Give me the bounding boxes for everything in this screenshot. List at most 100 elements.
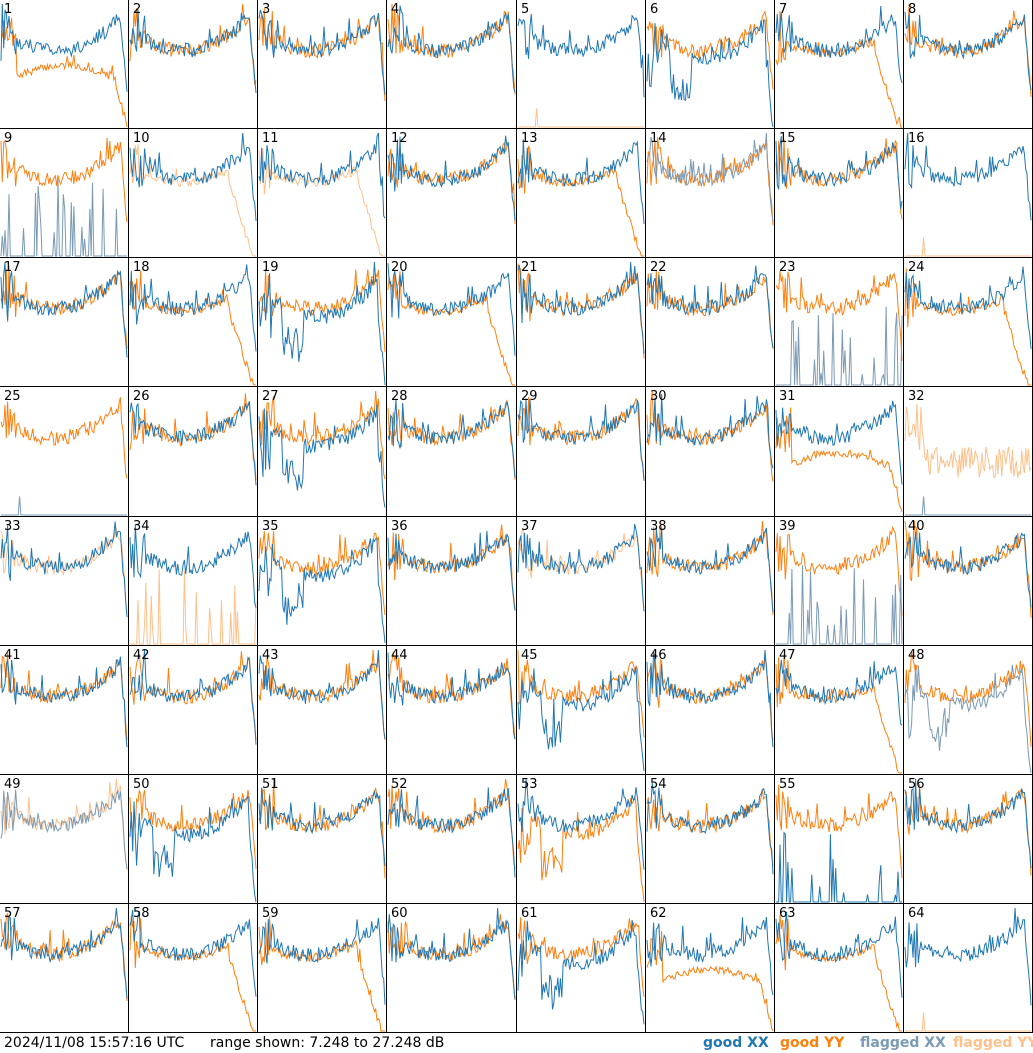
tile-number: 46	[650, 648, 667, 663]
series-line-yy-37	[517, 527, 645, 609]
tile-number: 38	[650, 519, 667, 534]
tile-number: 3	[262, 2, 271, 17]
series-line-xx-49	[0, 789, 128, 869]
antenna-tile: 60	[387, 904, 517, 1033]
antenna-tile: 20	[387, 258, 517, 387]
series-line-xx-10	[129, 132, 257, 221]
series-line-xx-64	[904, 907, 1032, 1006]
series-line-xx-28	[387, 399, 516, 478]
series-line-xx-55	[776, 831, 902, 903]
antenna-tile: 58	[129, 904, 258, 1033]
series-line-xx-44	[387, 652, 516, 740]
tile-plot	[0, 397, 128, 516]
tile-plot	[129, 909, 257, 1032]
tile-number: 53	[521, 777, 538, 792]
tile-number: 18	[133, 260, 150, 275]
series-line-yy-24	[904, 268, 1031, 386]
tile-plot	[904, 520, 1032, 618]
series-line-yy-7	[775, 10, 902, 128]
antenna-tile: 16	[904, 129, 1033, 258]
antenna-tile: 47	[775, 646, 904, 775]
tile-plot	[517, 14, 645, 128]
tile-plot	[387, 778, 516, 878]
tile-number: 37	[521, 519, 538, 534]
series-line-xx-8	[904, 11, 1032, 91]
tile-number: 51	[262, 777, 279, 792]
series-line-yy-18	[129, 270, 256, 386]
tile-plot	[646, 916, 774, 1032]
tile-plot	[646, 390, 774, 482]
tile-number: 25	[4, 389, 21, 404]
tile-number: 42	[133, 648, 150, 663]
tile-number: 24	[908, 260, 925, 275]
antenna-tile: 43	[258, 646, 387, 775]
tile-plot	[258, 531, 386, 643]
series-line-xx-11	[258, 132, 386, 219]
series-line-xx-24	[904, 266, 1032, 349]
tile-number: 21	[521, 260, 538, 275]
tile-number: 50	[133, 777, 150, 792]
series-line-xx-61	[517, 920, 645, 1025]
tile-number: 22	[650, 260, 667, 275]
tile-number: 12	[391, 131, 408, 146]
tile-plot	[0, 778, 128, 871]
antenna-tile: 26	[129, 387, 258, 517]
legend-flagged-xx: flagged XX	[860, 1035, 946, 1051]
series-line-xx-13	[517, 139, 645, 225]
series-line-yy-55	[775, 784, 903, 878]
tile-plot	[129, 264, 257, 386]
series-line-yy-35	[258, 531, 386, 616]
tile-plot	[904, 907, 1032, 1032]
antenna-tile: 59	[258, 904, 387, 1033]
tile-number: 60	[391, 906, 408, 921]
series-line-xx-45	[517, 667, 645, 772]
tile-number: 19	[262, 260, 279, 275]
tile-plot	[904, 404, 1032, 516]
tile-number: 14	[650, 131, 667, 146]
tile-plot	[387, 3, 516, 95]
tile-plot	[775, 911, 903, 1032]
series-line-yy-58	[129, 916, 256, 1032]
tile-number: 8	[908, 2, 917, 17]
series-line-yy-6	[646, 10, 774, 90]
series-line-xx-36	[387, 530, 516, 611]
antenna-tile: 9	[0, 129, 129, 258]
series-line-xx-38	[646, 527, 774, 613]
series-line-xx-30	[646, 394, 774, 469]
antenna-tile: 63	[775, 904, 904, 1033]
series-line-yy-34	[130, 569, 257, 645]
tile-number: 62	[650, 906, 667, 921]
tile-plot	[258, 132, 386, 257]
tile-number: 1	[4, 2, 13, 17]
series-line-xx-48	[904, 664, 1032, 774]
tile-number: 15	[779, 131, 796, 146]
series-line-yy-61	[517, 917, 645, 997]
series-line-xx-53	[517, 778, 645, 870]
antenna-tile: 28	[387, 387, 517, 517]
series-line-xx-16	[904, 132, 1032, 221]
antenna-tile: 21	[517, 258, 646, 387]
antenna-tile: 31	[775, 387, 904, 517]
series-line-yy-13	[517, 145, 644, 257]
antenna-tile: 52	[387, 775, 517, 904]
series-line-yy-53	[517, 796, 645, 903]
tile-number: 29	[521, 389, 538, 404]
series-line-yy-64	[905, 1012, 1031, 1032]
series-line-yy-38	[646, 520, 774, 616]
antenna-tile: 29	[517, 387, 646, 517]
antenna-tile: 62	[646, 904, 775, 1033]
tile-plot	[387, 263, 516, 386]
antenna-tile: 54	[646, 775, 775, 904]
tile-plot	[258, 390, 386, 508]
series-line-xx-59	[258, 918, 386, 1005]
tile-plot	[387, 907, 516, 1001]
series-line-yy-31	[775, 407, 903, 512]
antenna-tile: 22	[646, 258, 775, 387]
tile-number: 64	[908, 906, 925, 921]
series-line-xx-34	[129, 524, 257, 608]
series-line-xx-14	[646, 132, 774, 222]
antenna-tile: 61	[517, 904, 646, 1033]
series-line-yy-9	[0, 137, 128, 223]
series-line-xx-22	[646, 265, 774, 349]
